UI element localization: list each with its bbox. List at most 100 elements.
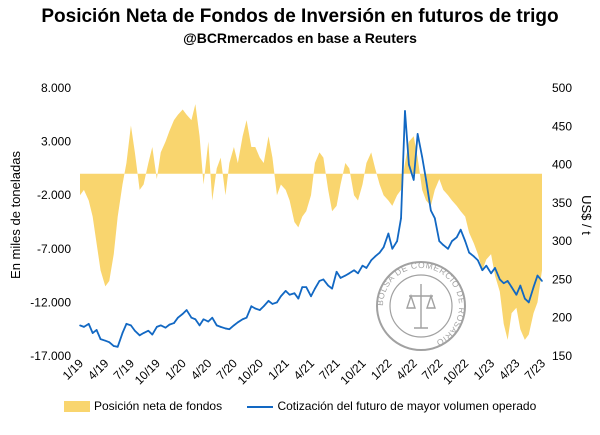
price-point [130, 324, 132, 327]
price-point [459, 228, 462, 231]
price-point [108, 341, 111, 344]
price-point [159, 324, 162, 327]
x-tick-label: 10/19 [132, 356, 163, 387]
chart-title: Posición Neta de Fondos de Inversión en … [41, 6, 559, 27]
price-point [499, 278, 501, 281]
price-point [267, 300, 270, 302]
price-point [276, 301, 278, 304]
price-point [288, 293, 291, 296]
price-point [322, 278, 325, 281]
price-point [245, 316, 248, 319]
x-tick-label: 10/20 [235, 356, 266, 387]
price-point [348, 272, 351, 275]
price-point [396, 240, 398, 242]
price-point [202, 318, 205, 321]
price-point [400, 217, 402, 219]
price-point [416, 133, 419, 135]
price-point [353, 269, 355, 272]
price-point [112, 345, 115, 347]
price-point [194, 318, 197, 321]
price-point [434, 217, 436, 219]
x-tick-label: 4/20 [188, 356, 215, 383]
legend-label-area: Posición neta de fondos [94, 398, 223, 413]
price-point [215, 324, 218, 327]
price-point [374, 255, 376, 258]
price-point [198, 324, 201, 327]
price-point [510, 286, 513, 288]
y-left-tick-label: 3.000 [41, 135, 71, 149]
price-point [254, 307, 257, 310]
price-point [318, 280, 321, 282]
price-point [87, 323, 90, 325]
price-point [421, 156, 423, 158]
price-point [404, 110, 406, 112]
price-point [438, 240, 441, 242]
series-position-area [80, 104, 542, 340]
price-point [284, 290, 287, 292]
price-point [233, 324, 235, 327]
price-point [447, 248, 449, 250]
area-layer [80, 104, 542, 340]
price-point [104, 339, 107, 342]
y-right-tick-label: 350 [552, 196, 572, 210]
price-point [241, 318, 244, 321]
chart-subtitle: @BCRmercados en base a Reuters [183, 30, 417, 46]
price-point [536, 274, 539, 277]
x-tick-label: 4/19 [85, 356, 112, 383]
price-point [237, 321, 239, 324]
price-point [310, 295, 312, 298]
price-point [357, 272, 359, 275]
price-point [134, 329, 136, 332]
price-point [430, 209, 432, 212]
price-point [147, 329, 150, 332]
price-point [99, 338, 102, 340]
price-point [293, 292, 296, 295]
x-tick-label: 10/21 [337, 356, 368, 387]
price-point [297, 297, 300, 300]
price-point [524, 297, 526, 300]
price-point [382, 246, 385, 249]
price-point [541, 280, 543, 282]
price-point [91, 332, 94, 334]
y-right-tick-label: 500 [552, 81, 572, 95]
legend-swatch-area [64, 401, 90, 413]
right-axis: 500 450 400 350 300 250 200 150 [552, 81, 572, 363]
seal-outer-ring [376, 261, 466, 351]
x-tick-label: 4/22 [393, 356, 420, 383]
price-point [314, 287, 316, 290]
price-point [442, 244, 445, 246]
price-point [121, 332, 124, 334]
y-right-tick-label: 400 [552, 158, 572, 172]
price-point [219, 326, 222, 328]
price-point [211, 316, 214, 319]
y-left-axis-title: En miles de toneladas [8, 151, 23, 279]
price-point [335, 270, 338, 273]
price-point [331, 287, 333, 290]
price-point [177, 316, 179, 319]
y-right-tick-label: 250 [552, 272, 572, 286]
price-point [485, 264, 488, 267]
price-point [305, 286, 308, 288]
price-point [473, 255, 475, 258]
y-left-tick-label: 8.000 [41, 81, 71, 95]
legend: Posición neta de fondos Cotización del f… [64, 398, 594, 413]
price-point [228, 328, 231, 331]
price-point [164, 326, 167, 329]
price-point [378, 251, 381, 254]
y-right-tick-label: 300 [552, 234, 572, 248]
price-point [95, 329, 98, 331]
x-tick-label: 4/23 [496, 356, 523, 383]
price-point [151, 333, 154, 336]
price-point [515, 293, 518, 296]
y-right-tick-label: 150 [552, 349, 572, 363]
price-point [173, 322, 175, 324]
price-point [370, 259, 373, 262]
y-right-tick-label: 450 [552, 119, 572, 133]
price-point [425, 179, 427, 181]
price-point [519, 284, 522, 287]
price-point [387, 232, 390, 235]
price-point [83, 326, 85, 328]
price-point [506, 280, 509, 282]
